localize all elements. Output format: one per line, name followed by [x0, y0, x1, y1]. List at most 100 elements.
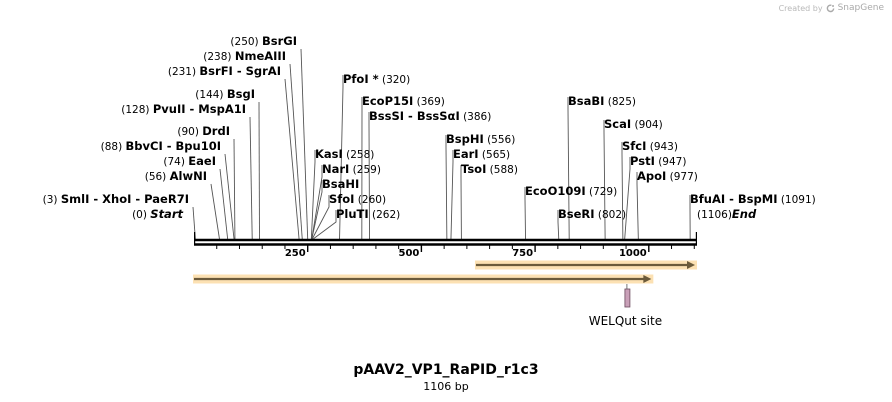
- sequence-end-position: (0): [132, 209, 150, 221]
- enzyme-name: AlwNI: [170, 169, 207, 183]
- enzyme-label-bsabi: BsaBI (825): [568, 94, 636, 108]
- enzyme-label-smli: (3) SmlI - XhoI - PaeR7I: [43, 192, 189, 206]
- enzyme-name: ScaI: [604, 117, 631, 131]
- ruler-tick-label: 750: [512, 248, 533, 259]
- enzyme-label-bsphi: BspHI (556): [446, 132, 515, 146]
- enzyme-position: (238): [203, 51, 235, 63]
- enzyme-position: (1091): [778, 194, 816, 206]
- enzyme-leader-eco0109i: [524, 187, 526, 240]
- credit-prefix: Created by: [778, 3, 823, 13]
- enzyme-position: (825): [604, 96, 636, 108]
- enzyme-position: (904): [631, 119, 663, 131]
- enzyme-label-bsrfi: (231) BsrFI - SgrAI: [168, 64, 281, 78]
- enzyme-position: (258): [343, 149, 375, 161]
- enzyme-site-eco0109i: EcoO109I (729): [525, 184, 617, 198]
- enzyme-name: BsaHI: [322, 177, 359, 191]
- enzyme-separator: -: [233, 64, 246, 78]
- enzyme-position: (260): [354, 194, 386, 206]
- enzyme-label-drdi: (90) DrdI: [177, 124, 230, 138]
- enzyme-name: SfcI: [622, 139, 646, 153]
- enzyme-site-pluti: PluTI (262): [336, 207, 400, 221]
- enzyme-leader-kasi: [310, 150, 316, 240]
- enzyme-position: (128): [121, 104, 153, 116]
- enzyme-leader-bsssi: [368, 112, 370, 240]
- enzyme-name: BfuAI: [690, 192, 725, 206]
- enzyme-position: (977): [666, 171, 698, 183]
- credit-brand: SnapGene: [837, 3, 884, 13]
- enzyme-site-bsphi: BspHI (556): [446, 132, 515, 146]
- sequence-end-position: (1106): [697, 209, 732, 221]
- plasmid-name: pAAV2_VP1_RaPID_r1c3: [353, 362, 539, 378]
- sequence-end-label-end: (1106)End: [697, 207, 757, 221]
- sequence-end-label-start: (0) Start: [132, 207, 183, 221]
- enzyme-separator: -: [131, 192, 144, 206]
- enzyme-site-kasi: KasI (258): [315, 147, 374, 161]
- enzyme-label-sfoi: SfoI (260): [329, 192, 386, 206]
- enzyme-position: (250): [230, 36, 262, 48]
- enzyme-position: (947): [655, 156, 687, 168]
- enzyme-label-pfoi: PfoI * (320): [343, 72, 410, 86]
- enzyme-site-ecop15i: EcoP15I (369): [362, 94, 445, 108]
- enzyme-leader-alwni: [210, 183, 220, 240]
- enzyme-name: EcoP15I: [362, 94, 413, 108]
- enzyme-name: PstI: [630, 154, 655, 168]
- enzyme-position: (144): [195, 89, 227, 101]
- enzyme-name: BsgI: [227, 87, 255, 101]
- ruler-tick-label: 500: [399, 248, 420, 259]
- enzyme-position: (262): [369, 209, 401, 221]
- enzyme-label-kasi: KasI (258): [315, 147, 374, 161]
- enzyme-leader-drdi: [233, 138, 236, 240]
- enzyme-site-bsabi: BsaBI (825): [568, 94, 636, 108]
- enzyme-site-tsoi: TsoI (588): [461, 162, 518, 176]
- enzyme-name: SgrAI: [246, 64, 281, 78]
- enzyme-label-bsgi: (144) BsgI: [195, 87, 255, 101]
- snapgene-logo-icon: [826, 4, 834, 12]
- enzyme-name: SmlI: [61, 192, 90, 206]
- enzyme-label-eco0109i: EcoO109I (729): [525, 184, 617, 198]
- enzyme-position: (231): [168, 66, 200, 78]
- enzyme-position: (729): [586, 186, 618, 198]
- enzyme-site-pfoi: PfoI * (320): [343, 72, 410, 86]
- enzyme-position: (320): [379, 74, 411, 86]
- enzyme-leader-pfoi: [339, 75, 344, 240]
- enzyme-site-bseri: BseRI (802): [558, 207, 626, 221]
- enzyme-leader-apoi: [636, 172, 639, 240]
- enzyme-leader-sfoi: [311, 195, 330, 240]
- enzyme-label-bfuai: BfuAI - BspMI (1091): [690, 192, 816, 206]
- enzyme-name: BsrGI: [262, 34, 297, 48]
- enzyme-label-bseri: BseRI (802): [558, 207, 626, 221]
- sequence-end-name: Start: [150, 207, 183, 221]
- enzyme-position: (588): [486, 164, 518, 176]
- enzyme-name: BsaBI: [568, 94, 604, 108]
- enzyme-name: PfoI *: [343, 72, 379, 86]
- enzyme-name: XhoI: [102, 192, 131, 206]
- enzyme-name: BspMI: [738, 192, 778, 206]
- enzyme-leader-pvuii: [249, 116, 253, 240]
- feature-arrow-head: [643, 275, 652, 283]
- enzyme-leader-bsphi: [445, 135, 448, 240]
- enzyme-label-pvuii: (128) PvuII - MspA1I: [121, 102, 246, 116]
- enzyme-site-psti: PstI (947): [630, 154, 686, 168]
- plasmid-size: 1106 bp: [423, 380, 469, 393]
- enzyme-label-bsrgi: (250) BsrGI: [230, 34, 297, 48]
- enzyme-position: (88): [101, 141, 126, 153]
- enzyme-separator: -: [163, 139, 176, 153]
- enzyme-leader-pluti: [312, 210, 337, 240]
- enzyme-site-nari: NarI (259): [322, 162, 381, 176]
- enzyme-name: EaeI: [188, 154, 216, 168]
- enzyme-position: (74): [163, 156, 188, 168]
- enzyme-leader-scai: [603, 120, 606, 240]
- enzyme-site-sfoi: SfoI (260): [329, 192, 386, 206]
- enzyme-leader-bsrfi: [284, 78, 300, 240]
- enzyme-leader-sfci: [621, 142, 624, 240]
- enzyme-name: PaeR7I: [144, 192, 189, 206]
- enzyme-name: Bpu10I: [176, 139, 221, 153]
- enzyme-label-alwni: (56) AlwNI: [145, 169, 207, 183]
- enzyme-name: BspHI: [446, 132, 484, 146]
- enzyme-leader-lines: [192, 48, 691, 240]
- enzyme-name: EarI: [453, 147, 479, 161]
- enzyme-site-bsahi: BsaHI: [322, 177, 359, 191]
- feature-welqut-site: WELQut site: [589, 284, 662, 328]
- enzyme-label-pluti: PluTI (262): [336, 207, 400, 221]
